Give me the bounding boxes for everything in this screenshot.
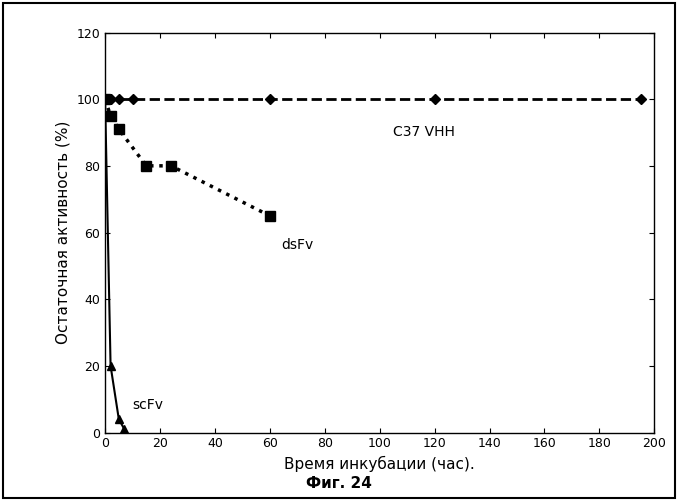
Text: dsFv: dsFv [281,238,313,252]
Text: Фиг. 24: Фиг. 24 [306,476,372,490]
Text: scFv: scFv [133,398,163,412]
X-axis label: Время инкубации (час).: Время инкубации (час). [284,456,475,472]
Y-axis label: Остаточная активность (%): Остаточная активность (%) [56,121,71,344]
Text: C37 VHH: C37 VHH [393,125,456,139]
